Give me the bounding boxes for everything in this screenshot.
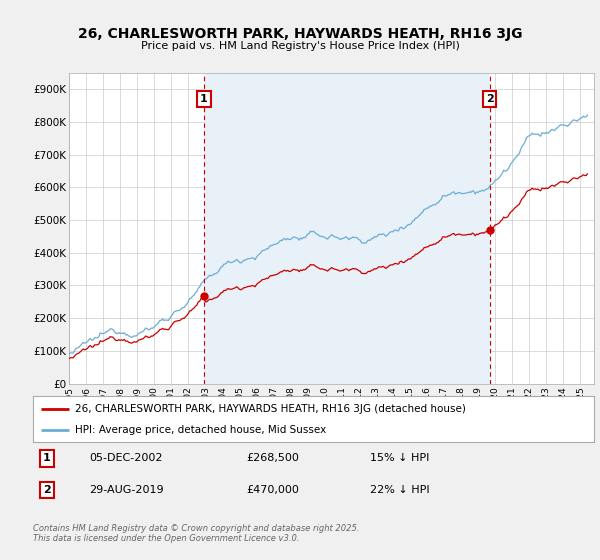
Text: 2: 2 [43, 485, 51, 495]
Text: 1: 1 [43, 454, 51, 464]
Text: Price paid vs. HM Land Registry's House Price Index (HPI): Price paid vs. HM Land Registry's House … [140, 41, 460, 51]
Text: £268,500: £268,500 [246, 454, 299, 464]
Text: £470,000: £470,000 [246, 485, 299, 495]
Text: 29-AUG-2019: 29-AUG-2019 [89, 485, 164, 495]
Text: 05-DEC-2002: 05-DEC-2002 [89, 454, 163, 464]
Text: HPI: Average price, detached house, Mid Sussex: HPI: Average price, detached house, Mid … [75, 425, 326, 435]
Text: 1: 1 [200, 94, 208, 104]
Text: 26, CHARLESWORTH PARK, HAYWARDS HEATH, RH16 3JG: 26, CHARLESWORTH PARK, HAYWARDS HEATH, R… [78, 27, 522, 41]
Text: 2: 2 [485, 94, 493, 104]
Text: 15% ↓ HPI: 15% ↓ HPI [370, 454, 429, 464]
Bar [204, 73, 490, 384]
Text: 26, CHARLESWORTH PARK, HAYWARDS HEATH, RH16 3JG (detached house): 26, CHARLESWORTH PARK, HAYWARDS HEATH, R… [75, 404, 466, 414]
Text: 22% ↓ HPI: 22% ↓ HPI [370, 485, 429, 495]
Text: Contains HM Land Registry data © Crown copyright and database right 2025.
This d: Contains HM Land Registry data © Crown c… [33, 524, 359, 543]
